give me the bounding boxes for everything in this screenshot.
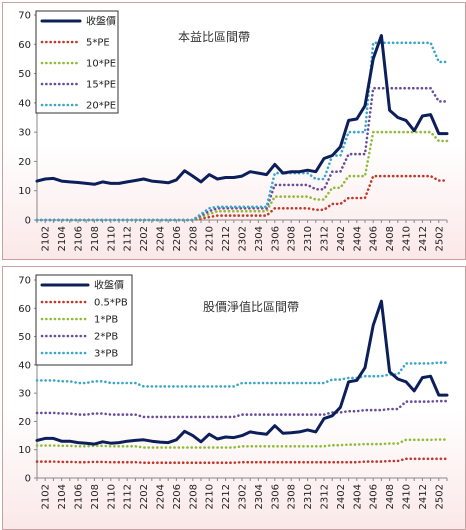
x-tick-label: 2106 <box>74 226 85 251</box>
x-tick-label: 2304 <box>254 484 265 509</box>
x-tick-label: 2202 <box>139 226 150 251</box>
chart-title: 股價淨值比區間帶 <box>203 299 299 314</box>
series-line-4 <box>35 361 449 388</box>
legend-label: 2*PB <box>94 332 118 343</box>
x-tick-label: 2112 <box>123 484 134 509</box>
x-tick-label: 2110 <box>106 484 117 509</box>
x-tick-label: 2302 <box>238 226 249 251</box>
x-tick-label: 2108 <box>90 226 101 251</box>
x-tick-label: 2404 <box>352 484 363 509</box>
legend-label: 1*PB <box>94 315 118 326</box>
x-tick-label: 2312 <box>320 484 331 509</box>
x-tick-label: 2310 <box>303 484 314 509</box>
x-tick-label: 2308 <box>287 226 298 251</box>
x-tick-label: 2306 <box>270 226 281 251</box>
y-tick-label: 70 <box>18 11 31 22</box>
x-tick-label: 2106 <box>74 484 85 509</box>
x-tick-label: 2302 <box>238 484 249 509</box>
pe-band-chart: 0 10 20 30 40 50 60 70 2102 2104 2106 2108 2110 2112 2… <box>2 2 466 260</box>
x-tick-label: 2208 <box>188 484 199 509</box>
y-tick-label: 40 <box>18 98 31 109</box>
x-tick-label: 2210 <box>205 484 216 509</box>
x-tick-label: 2402 <box>336 226 347 251</box>
x-tick-label: 2108 <box>90 484 101 509</box>
y-tick-label: 30 <box>18 128 31 139</box>
x-tick-label: 2310 <box>303 226 314 251</box>
y-tick-label: 60 <box>18 304 31 315</box>
x-tick-label: 2312 <box>320 226 331 251</box>
y-tick-label: 50 <box>18 69 31 80</box>
x-tick-label: 2404 <box>352 226 363 251</box>
legend-label: 收盤價 <box>94 279 124 292</box>
pb-band-chart-svg: 0 10 20 30 40 50 60 70 2102 2104 2106 2108 2110 2112 2… <box>18 274 449 509</box>
x-tick-label: 2112 <box>123 226 134 251</box>
x-tick-label: 2212 <box>221 484 232 509</box>
pb-band-chart: 0 10 20 30 40 50 60 70 2102 2104 2106 2108 2110 2112 2… <box>2 266 466 530</box>
x-tick-label: 2202 <box>139 484 150 509</box>
x-tick-label: 2406 <box>369 226 380 251</box>
series-line-0 <box>35 299 449 446</box>
y-tick-label: 70 <box>18 276 31 287</box>
x-tick-label: 2204 <box>156 226 167 251</box>
legend-label: 3*PB <box>94 349 118 360</box>
y-tick-label: 20 <box>18 157 31 168</box>
x-tick-label: 2412 <box>418 226 429 251</box>
legend-label: 15*PE <box>86 80 116 91</box>
series-line-1 <box>35 457 449 464</box>
x-tick-label: 2208 <box>188 226 199 251</box>
series-line-3 <box>35 399 449 419</box>
x-tick-label: 2308 <box>287 484 298 509</box>
y-tick-label: 10 <box>18 186 31 197</box>
pe-band-chart-svg: 0 10 20 30 40 50 60 70 2102 2104 2106 2108 2110 2112 2… <box>18 10 449 251</box>
x-tick-label: 2408 <box>385 484 396 509</box>
x-tick-label: 2304 <box>254 226 265 251</box>
legend-label: 收盤價 <box>86 15 116 28</box>
legend-label: 0.5*PB <box>94 298 128 309</box>
y-tick-label: 60 <box>18 40 31 51</box>
legend-label: 10*PE <box>86 59 116 70</box>
series-line-0 <box>35 34 449 186</box>
x-tick-label: 2502 <box>434 484 445 509</box>
y-tick-label: 20 <box>18 417 31 428</box>
x-tick-label: 2402 <box>336 484 347 509</box>
y-tick-label: 10 <box>18 445 31 456</box>
x-tick-label: 2408 <box>385 226 396 251</box>
x-tick-label: 2104 <box>57 484 68 509</box>
x-tick-label: 2412 <box>418 484 429 509</box>
y-tick-label: 0 <box>25 474 31 485</box>
x-tick-label: 2410 <box>402 484 413 509</box>
x-tick-label: 2102 <box>41 484 52 509</box>
chart-title: 本益比區間帶 <box>178 30 250 44</box>
x-tick-label: 2410 <box>402 226 413 251</box>
x-tick-label: 2502 <box>434 226 445 251</box>
x-tick-label: 2206 <box>172 484 183 509</box>
x-tick-label: 2206 <box>172 226 183 251</box>
legend-label: 20*PE <box>86 101 116 112</box>
x-tick-label: 2210 <box>205 226 216 251</box>
y-tick-label: 30 <box>18 389 31 400</box>
series-line-4 <box>35 41 449 222</box>
x-tick-label: 2110 <box>106 226 117 251</box>
x-tick-label: 2406 <box>369 484 380 509</box>
series-line-2 <box>35 438 449 449</box>
y-tick-label: 40 <box>18 360 31 371</box>
x-tick-label: 2102 <box>41 226 52 251</box>
x-tick-label: 2104 <box>57 226 68 251</box>
legend-box <box>35 274 133 366</box>
x-tick-label: 2306 <box>270 484 281 509</box>
legend-label: 5*PE <box>86 38 110 49</box>
x-tick-label: 2204 <box>156 484 167 509</box>
y-tick-label: 0 <box>25 216 31 227</box>
y-tick-label: 50 <box>18 332 31 343</box>
x-tick-label: 2212 <box>221 226 232 251</box>
